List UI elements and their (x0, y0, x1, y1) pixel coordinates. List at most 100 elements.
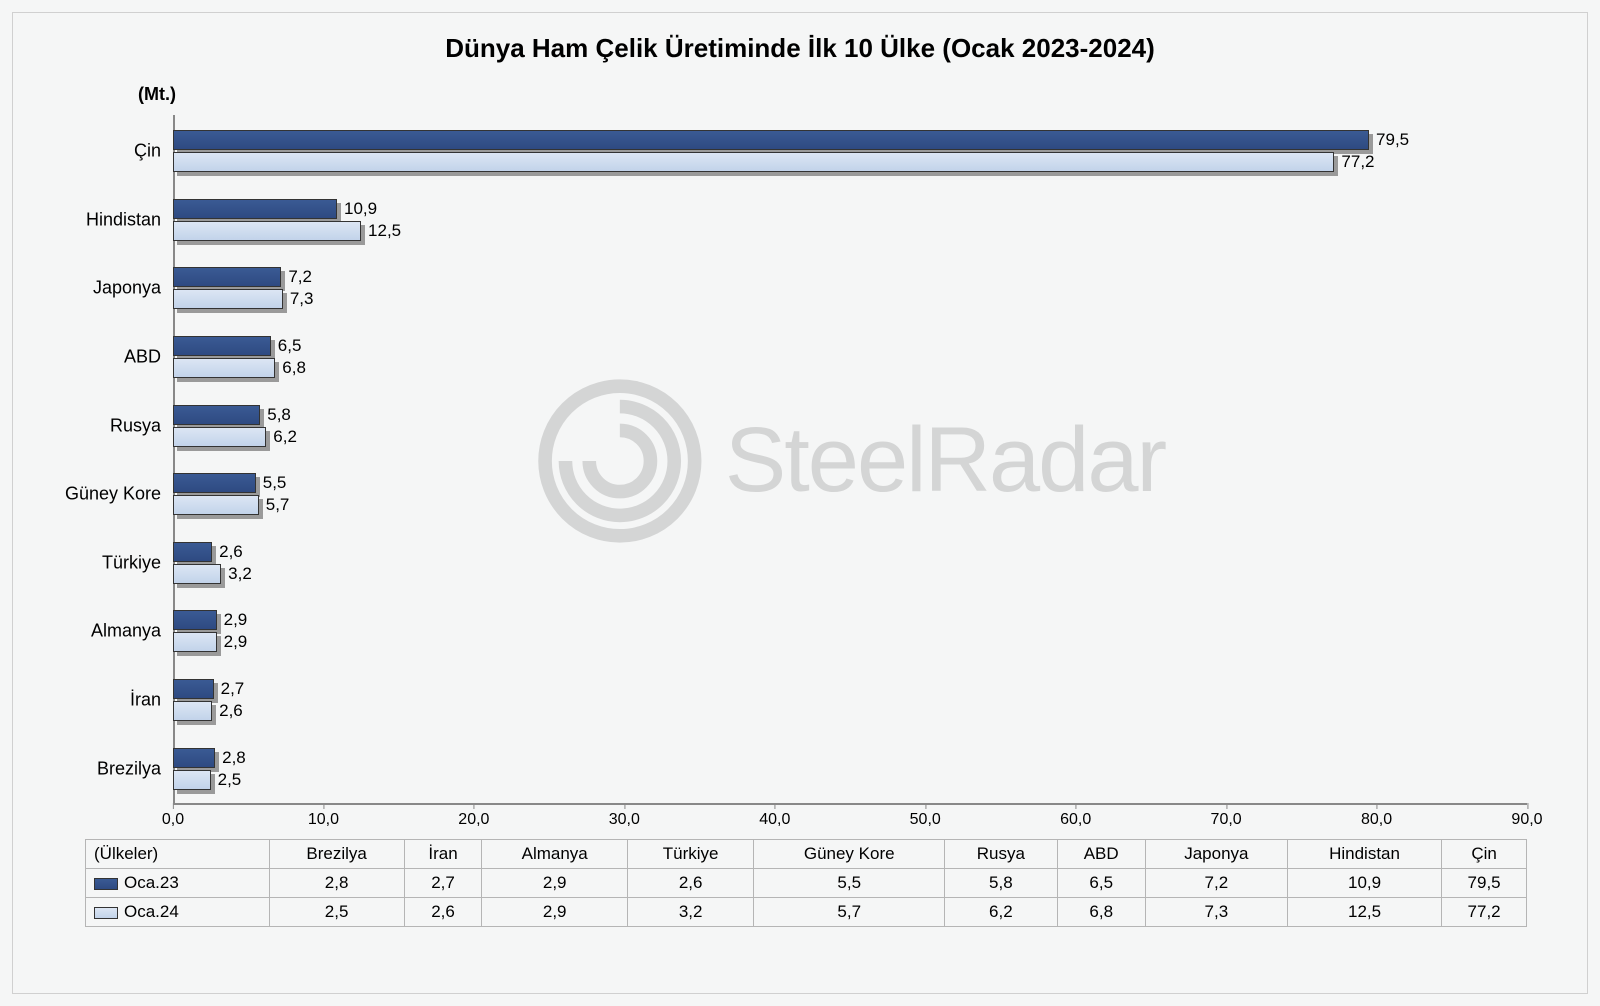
value-label: 5,5 (263, 473, 287, 493)
x-tick: 90,0 (1511, 811, 1542, 829)
table-country-header: İran (404, 840, 482, 869)
x-tick: 20,0 (458, 811, 489, 829)
data-table-wrap: (Ülkeler)BrezilyaİranAlmanyaTürkiyeGüney… (85, 839, 1527, 927)
country-label: ABD (124, 347, 161, 368)
x-tick: 60,0 (1060, 811, 1091, 829)
country-label: Çin (134, 141, 161, 162)
bar-2023: 5,5 (173, 473, 256, 493)
legend-label-2023: Oca.23 (124, 873, 179, 892)
table-cell: 2,7 (404, 869, 482, 898)
legend-2023: Oca.23 (86, 869, 270, 898)
table-cell: 10,9 (1287, 869, 1441, 898)
legend-swatch-icon (94, 878, 118, 890)
bar-2023: 2,8 (173, 748, 215, 768)
bar-2024: 77,2 (173, 152, 1334, 172)
bar-2024: 6,8 (173, 358, 275, 378)
legend-swatch-icon (94, 907, 118, 919)
bar-2024: 2,9 (173, 632, 217, 652)
table-country-header: Türkiye (627, 840, 753, 869)
bar-group: Japonya7,27,3 (173, 258, 1527, 318)
bar-2024: 2,5 (173, 770, 211, 790)
table-cell: 5,5 (754, 869, 945, 898)
bar-2023: 2,6 (173, 542, 212, 562)
table-cell: 12,5 (1287, 898, 1441, 927)
table-cell: 3,2 (627, 898, 753, 927)
x-tick: 70,0 (1211, 811, 1242, 829)
table-cell: 2,9 (482, 898, 628, 927)
bar-group: Hindistan10,912,5 (173, 190, 1527, 250)
x-ticks: 0,010,020,030,040,050,060,070,080,090,0 (173, 805, 1527, 835)
table-country-header: ABD (1057, 840, 1145, 869)
value-label: 10,9 (344, 199, 377, 219)
bar-2023: 5,8 (173, 405, 260, 425)
bar-group: Almanya2,92,9 (173, 601, 1527, 661)
x-tick: 80,0 (1361, 811, 1392, 829)
table-cell: 2,8 (269, 869, 404, 898)
x-tick: 30,0 (609, 811, 640, 829)
value-label: 3,2 (228, 564, 252, 584)
bar-2024: 7,3 (173, 289, 283, 309)
country-label: Türkiye (102, 552, 161, 573)
value-label: 2,6 (219, 542, 243, 562)
x-tick: 10,0 (308, 811, 339, 829)
bar-2024: 2,6 (173, 701, 212, 721)
table-country-header: Rusya (945, 840, 1058, 869)
chart-container: Dünya Ham Çelik Üretiminde İlk 10 Ülke (… (12, 12, 1588, 994)
bar-2023: 2,9 (173, 610, 217, 630)
table-cell: 79,5 (1442, 869, 1527, 898)
x-tick: 40,0 (759, 811, 790, 829)
bar-group: ABD6,56,8 (173, 327, 1527, 387)
bar-group: Brezilya2,82,5 (173, 739, 1527, 799)
country-label: İran (130, 690, 161, 711)
value-label: 2,6 (219, 701, 243, 721)
table-country-header: Japonya (1145, 840, 1287, 869)
value-label: 77,2 (1341, 152, 1374, 172)
value-label: 7,3 (290, 289, 314, 309)
bar-2023: 2,7 (173, 679, 214, 699)
bar-group: Rusya5,86,2 (173, 396, 1527, 456)
bar-2023: 7,2 (173, 267, 281, 287)
table-cell: 2,5 (269, 898, 404, 927)
value-label: 6,2 (273, 427, 297, 447)
country-label: Brezilya (97, 758, 161, 779)
country-label: Rusya (110, 415, 161, 436)
country-label: Almanya (91, 621, 161, 642)
value-label: 79,5 (1376, 130, 1409, 150)
value-label: 12,5 (368, 221, 401, 241)
value-label: 2,9 (224, 610, 248, 630)
table-cell: 2,6 (404, 898, 482, 927)
x-tick: 0,0 (162, 811, 184, 829)
legend-label-2024: Oca.24 (124, 902, 179, 921)
bar-group: İran2,72,6 (173, 670, 1527, 730)
plot-area: SteelRadar Çin79,577,2Hindistan10,912,5J… (173, 115, 1527, 835)
table-cell: 77,2 (1442, 898, 1527, 927)
table-cell: 7,3 (1145, 898, 1287, 927)
bar-group: Güney Kore5,55,7 (173, 464, 1527, 524)
value-label: 2,9 (224, 632, 248, 652)
bar-group: Çin79,577,2 (173, 121, 1527, 181)
value-label: 6,5 (278, 336, 302, 356)
table-cell: 6,5 (1057, 869, 1145, 898)
country-label: Hindistan (86, 209, 161, 230)
value-label: 6,8 (282, 358, 306, 378)
bar-group: Türkiye2,63,2 (173, 533, 1527, 593)
table-country-header: Güney Kore (754, 840, 945, 869)
value-label: 5,8 (267, 405, 291, 425)
bar-2024: 5,7 (173, 495, 259, 515)
value-label: 5,7 (266, 495, 290, 515)
value-label: 7,2 (288, 267, 312, 287)
value-label: 2,8 (222, 748, 246, 768)
value-label: 2,5 (218, 770, 242, 790)
bar-2024: 3,2 (173, 564, 221, 584)
chart-title: Dünya Ham Çelik Üretiminde İlk 10 Ülke (… (53, 33, 1547, 64)
bar-2023: 6,5 (173, 336, 271, 356)
data-table: (Ülkeler)BrezilyaİranAlmanyaTürkiyeGüney… (85, 839, 1527, 927)
table-cell: 6,8 (1057, 898, 1145, 927)
bar-2024: 12,5 (173, 221, 361, 241)
country-label: Güney Kore (65, 484, 161, 505)
bars-wrap: Çin79,577,2 Hindistan10,912,5 Japonya7,27,… (173, 115, 1527, 805)
table-country-header: Hindistan (1287, 840, 1441, 869)
bar-2023: 79,5 (173, 130, 1369, 150)
table-cell: 5,8 (945, 869, 1058, 898)
value-label: 2,7 (221, 679, 245, 699)
